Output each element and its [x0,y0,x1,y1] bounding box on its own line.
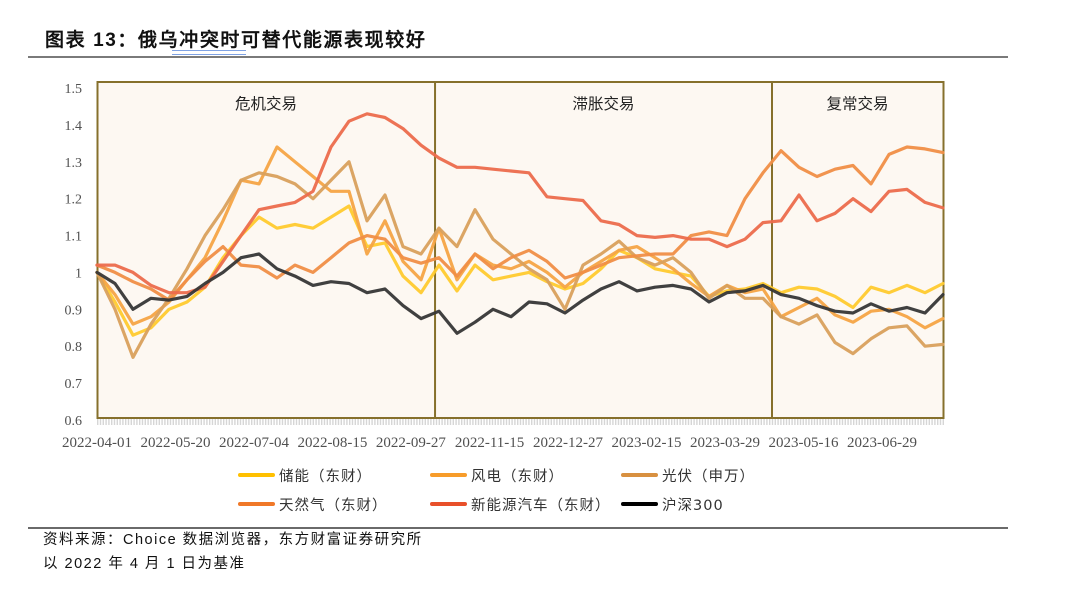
series-line-4 [95,112,945,295]
legend-swatch [238,473,275,477]
legend-swatch [430,473,467,477]
legend-item-natural-gas: 天然气（东财） [238,494,388,514]
x-tick-label: 2022-11-15 [455,435,524,451]
region-label: 危机交易 [235,95,297,113]
x-tick-label: 2023-06-29 [847,435,917,451]
x-tick-label: 2022-07-04 [219,435,289,451]
legend-swatch [621,473,658,477]
legend-label: 天然气（东财） [279,497,388,514]
spellcheck-underline [172,50,246,55]
legend-swatch [621,502,658,506]
x-tick-label: 2022-08-15 [297,435,367,451]
x-axis: 2022-04-01 2022-05-20 2022-07-04 2022-08-15… [62,435,917,451]
x-tick-label: 2022-12-27 [533,435,603,451]
title-divider [28,56,1008,58]
y-tick-label: 1.2 [65,193,83,208]
legend-item-solar-pv: 光伏（申万） [621,465,755,485]
legend-label: 沪深300 [662,497,724,514]
legend-item-energy-storage: 储能（东财） [238,465,372,485]
x-tick-label: 2022-05-20 [140,435,210,451]
y-tick-label: 1.3 [65,156,83,171]
y-tick-label: 0.8 [65,340,83,355]
x-tick-label: 2023-02-15 [612,435,682,451]
legend-label: 储能（东财） [279,468,372,485]
y-tick-label: 1.5 [65,82,83,97]
series-line-5 [95,252,945,335]
y-tick-label: 0.6 [65,414,83,429]
footer-divider [28,527,1008,529]
plot-area [97,82,944,418]
plot-border [96,81,945,419]
region-label: 滞胀交易 [573,95,635,113]
region-label: 复常交易 [826,95,888,113]
series-line-2 [95,160,945,359]
y-axis: 1.5 1.4 1.3 1.2 1.1 1 0.9 0.8 0.7 0.6 [65,82,83,429]
x-tick-label: 2022-09-27 [376,435,446,451]
x-tick-label: 2023-03-29 [690,435,760,451]
y-tick-label: 1.1 [65,230,83,245]
figure-title: 图表 13：俄乌冲突时可替代能源表现较好 [45,30,427,51]
legend-label: 新能源汽车（东财） [471,497,611,514]
source-note: 资料来源：Choice 数据浏览器，东方财富证券研究所 [43,532,423,548]
legend-item-wind-power: 风电（东财） [430,465,564,485]
baseline-note: 以 2022 年 4 月 1 日为基准 [43,556,246,572]
series-lines [95,112,945,359]
legend-swatch [238,502,275,506]
regime-regions: 危机交易 滞胀交易 复常交易 [235,82,889,418]
y-tick-label: 0.7 [65,377,83,392]
legend-item-csi300: 沪深300 [621,494,724,514]
legend-label: 光伏（申万） [662,468,755,485]
x-tick-label: 2022-04-01 [62,435,132,451]
legend-label: 风电（东财） [471,468,564,485]
y-tick-label: 1.4 [65,119,83,134]
legend-item-new-energy-vehicles: 新能源汽车（东财） [430,494,611,514]
y-tick-label: 0.9 [65,303,83,318]
y-tick-label: 1 [75,266,82,281]
x-tick-label: 2023-05-16 [769,435,839,451]
legend-swatch [430,502,467,506]
